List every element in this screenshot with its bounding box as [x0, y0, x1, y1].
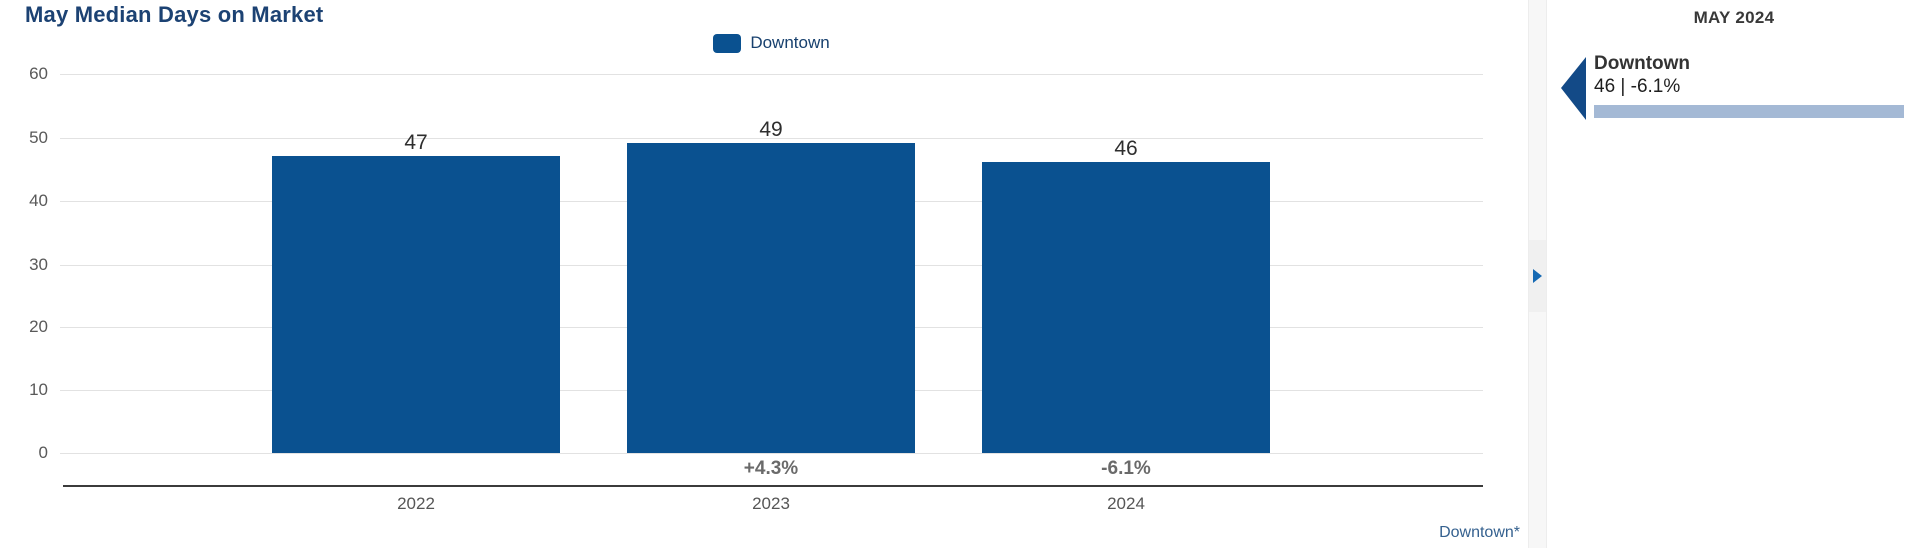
bar-group-2022: 47 — [272, 132, 560, 453]
ytick-60: 60 — [29, 64, 48, 83]
x-axis-line — [63, 485, 1483, 487]
chart-title: May Median Days on Market — [25, 2, 324, 27]
summary-item-downtown[interactable]: Downtown 46 | -6.1% — [1548, 44, 1920, 134]
ytick-0: 0 — [38, 443, 48, 462]
bar-group-2024: 46 — [982, 138, 1270, 453]
pct-change-2024: -6.1% — [1101, 458, 1151, 479]
bar-value-2024: 46 — [1114, 137, 1138, 160]
gridline-60 — [60, 74, 1483, 75]
gridline-0 — [60, 453, 1483, 454]
panel-expand-handle[interactable] — [1529, 240, 1546, 312]
summary-item-stats: 46 | -6.1% — [1594, 76, 1681, 97]
bar-value-2022: 47 — [404, 131, 428, 154]
ytick-40: 40 — [29, 191, 48, 210]
xtick-2022: 2022 — [397, 494, 435, 513]
bar-2023[interactable] — [627, 143, 915, 453]
panel-collapse-strip — [1528, 0, 1547, 548]
bar-group-2023: 49 — [627, 119, 915, 453]
ytick-20: 20 — [29, 317, 48, 336]
bar-2022[interactable] — [272, 156, 560, 453]
ytick-10: 10 — [29, 380, 48, 399]
legend-label-downtown[interactable]: Downtown — [750, 33, 830, 52]
chart-legend: Downtown — [60, 33, 1483, 53]
arrow-left-icon — [1561, 57, 1586, 120]
bar-2024[interactable] — [982, 162, 1270, 453]
summary-panel: MAY 2024 Downtown 46 | -6.1% — [1548, 0, 1920, 558]
legend-swatch-downtown[interactable] — [713, 33, 742, 53]
bar-chart: May Median Days on Market Downtown 60 50… — [25, 2, 1520, 541]
summary-item-value-bar — [1594, 105, 1904, 118]
summary-panel-header: MAY 2024 — [1693, 8, 1775, 27]
xtick-2024: 2024 — [1107, 494, 1145, 513]
gridline-50 — [60, 138, 1483, 139]
chevron-right-icon — [1533, 269, 1542, 283]
pct-change-2023: +4.3% — [743, 458, 799, 479]
series-footnote: Downtown* — [1439, 524, 1520, 541]
ytick-50: 50 — [29, 128, 48, 147]
xtick-2023: 2023 — [752, 494, 790, 513]
ytick-30: 30 — [29, 255, 48, 274]
bar-value-2023: 49 — [759, 118, 783, 141]
summary-item-name: Downtown — [1594, 53, 1691, 74]
